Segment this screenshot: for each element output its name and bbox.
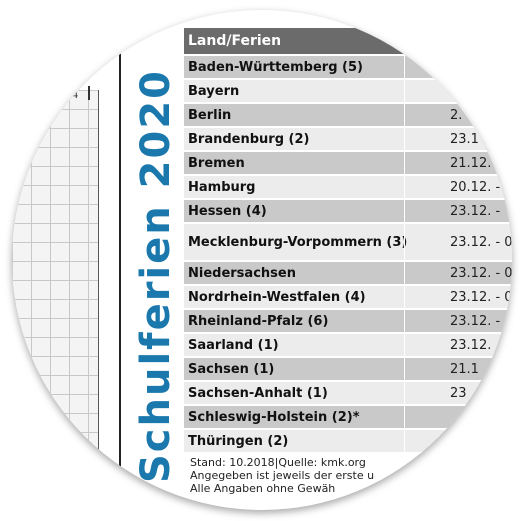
column-separator [404,262,405,284]
column-separator [404,382,405,404]
column-separator [404,80,405,102]
state-name: Thüringen (2) [188,433,289,449]
holiday-dates: 23.12. [450,337,492,353]
state-name: Brandenburg (2) [188,131,310,147]
state-name: Berlin [188,107,232,123]
column-separator [404,104,405,126]
column-separator [404,224,405,260]
holiday-dates: 23.1 [450,131,479,147]
column-separator [404,152,405,174]
table-row: Sachsen-Anhalt (1) 23 [184,382,512,406]
state-name: Sachsen-Anhalt (1) [188,385,328,401]
footer-note: Angegeben ist jeweils der erste u [190,469,375,482]
holiday-dates: 23.12. - [450,203,501,219]
state-name: Sachsen (1) [188,361,275,377]
grid-tick-label: 4 [72,90,79,101]
holiday-dates: 23.12. - [450,313,501,329]
state-name: Rheinland-Pfalz (6) [188,313,329,329]
table-row: Saarland (1) 23.12. [184,334,512,358]
table-row: Bremen 21.12. [184,152,512,176]
column-separator [404,406,405,428]
column-separator [404,200,405,222]
table-row: Baden-Württemberg (5) [184,56,512,80]
footer-disclaimer: Alle Angaben ohne Gewäh [190,482,336,495]
table-row: Rheinland-Pfalz (6) 23.12. - [184,310,512,334]
table-row: Bayern [184,80,512,104]
table-row: Brandenburg (2) 23.1 [184,128,512,152]
circular-crop: 4 Schulferien 2020 Land/Ferien Baden-Wür… [12,10,512,510]
holiday-dates: 23.12. - 0 [450,265,512,281]
holiday-dates: 21.12. [450,155,492,171]
state-name: Hamburg [188,179,256,195]
column-separator [404,358,405,380]
column-separator [404,286,405,308]
footer-notes: Stand: 10.2018|Quelle: kmk.org Angegeben… [190,456,374,495]
table-row: Hessen (4) 23.12. - [184,200,512,224]
table-row: Berlin 2. [184,104,512,128]
table-row: Schleswig-Holstein (2)* [184,406,512,430]
table-header: Land/Ferien [184,28,512,56]
holiday-dates: 21.1 [450,361,479,377]
table-row: Niedersachsen 23.12. - 0 [184,262,512,286]
state-name: Niedersachsen [188,265,296,281]
column-separator [404,430,405,452]
table-row: Nordrhein-Westfalen (4) 23.12. - 0 [184,286,512,310]
holiday-dates: 23 [450,385,467,401]
state-name: Nordrhein-Westfalen (4) [188,289,366,305]
calendar-grid [12,90,99,510]
table-row: Thüringen (2) [184,430,512,454]
column-separator [404,334,405,356]
holiday-dates: 2. [450,107,463,123]
vertical-divider [119,40,121,510]
column-separator [404,176,405,198]
grid-tick-marker [88,86,90,100]
table-row: Mecklenburg-Vorpommern (3) 23.12. - 0 [184,224,512,262]
column-separator [404,310,405,332]
state-name: Bayern [188,83,240,99]
holiday-dates: 23.12. - 0 [450,289,512,305]
state-name: Schleswig-Holstein (2)* [188,409,360,425]
table-row: Hamburg 20.12. - [184,176,512,200]
column-separator [404,128,405,150]
table-body: Baden-Württemberg (5) Bayern Berlin 2. Brand… [184,56,512,454]
holiday-dates: 20.12. - [450,179,501,195]
column-separator [404,56,405,78]
state-name: Hessen (4) [188,203,267,219]
state-name: Bremen [188,155,245,171]
title-container: Schulferien 2020 [125,69,187,483]
state-name: Saarland (1) [188,337,279,353]
holiday-table: Land/Ferien Baden-Württemberg (5) Bayern B… [184,28,512,454]
state-name: Baden-Württemberg (5) [188,59,363,75]
table-row: Sachsen (1) 21.1 [184,358,512,382]
page-title: Schulferien 2020 [133,68,179,484]
holiday-dates: 23.12. - 0 [450,234,512,250]
footer-source: Stand: 10.2018|Quelle: kmk.org [190,456,366,469]
state-name: Mecklenburg-Vorpommern (3) [188,234,408,250]
